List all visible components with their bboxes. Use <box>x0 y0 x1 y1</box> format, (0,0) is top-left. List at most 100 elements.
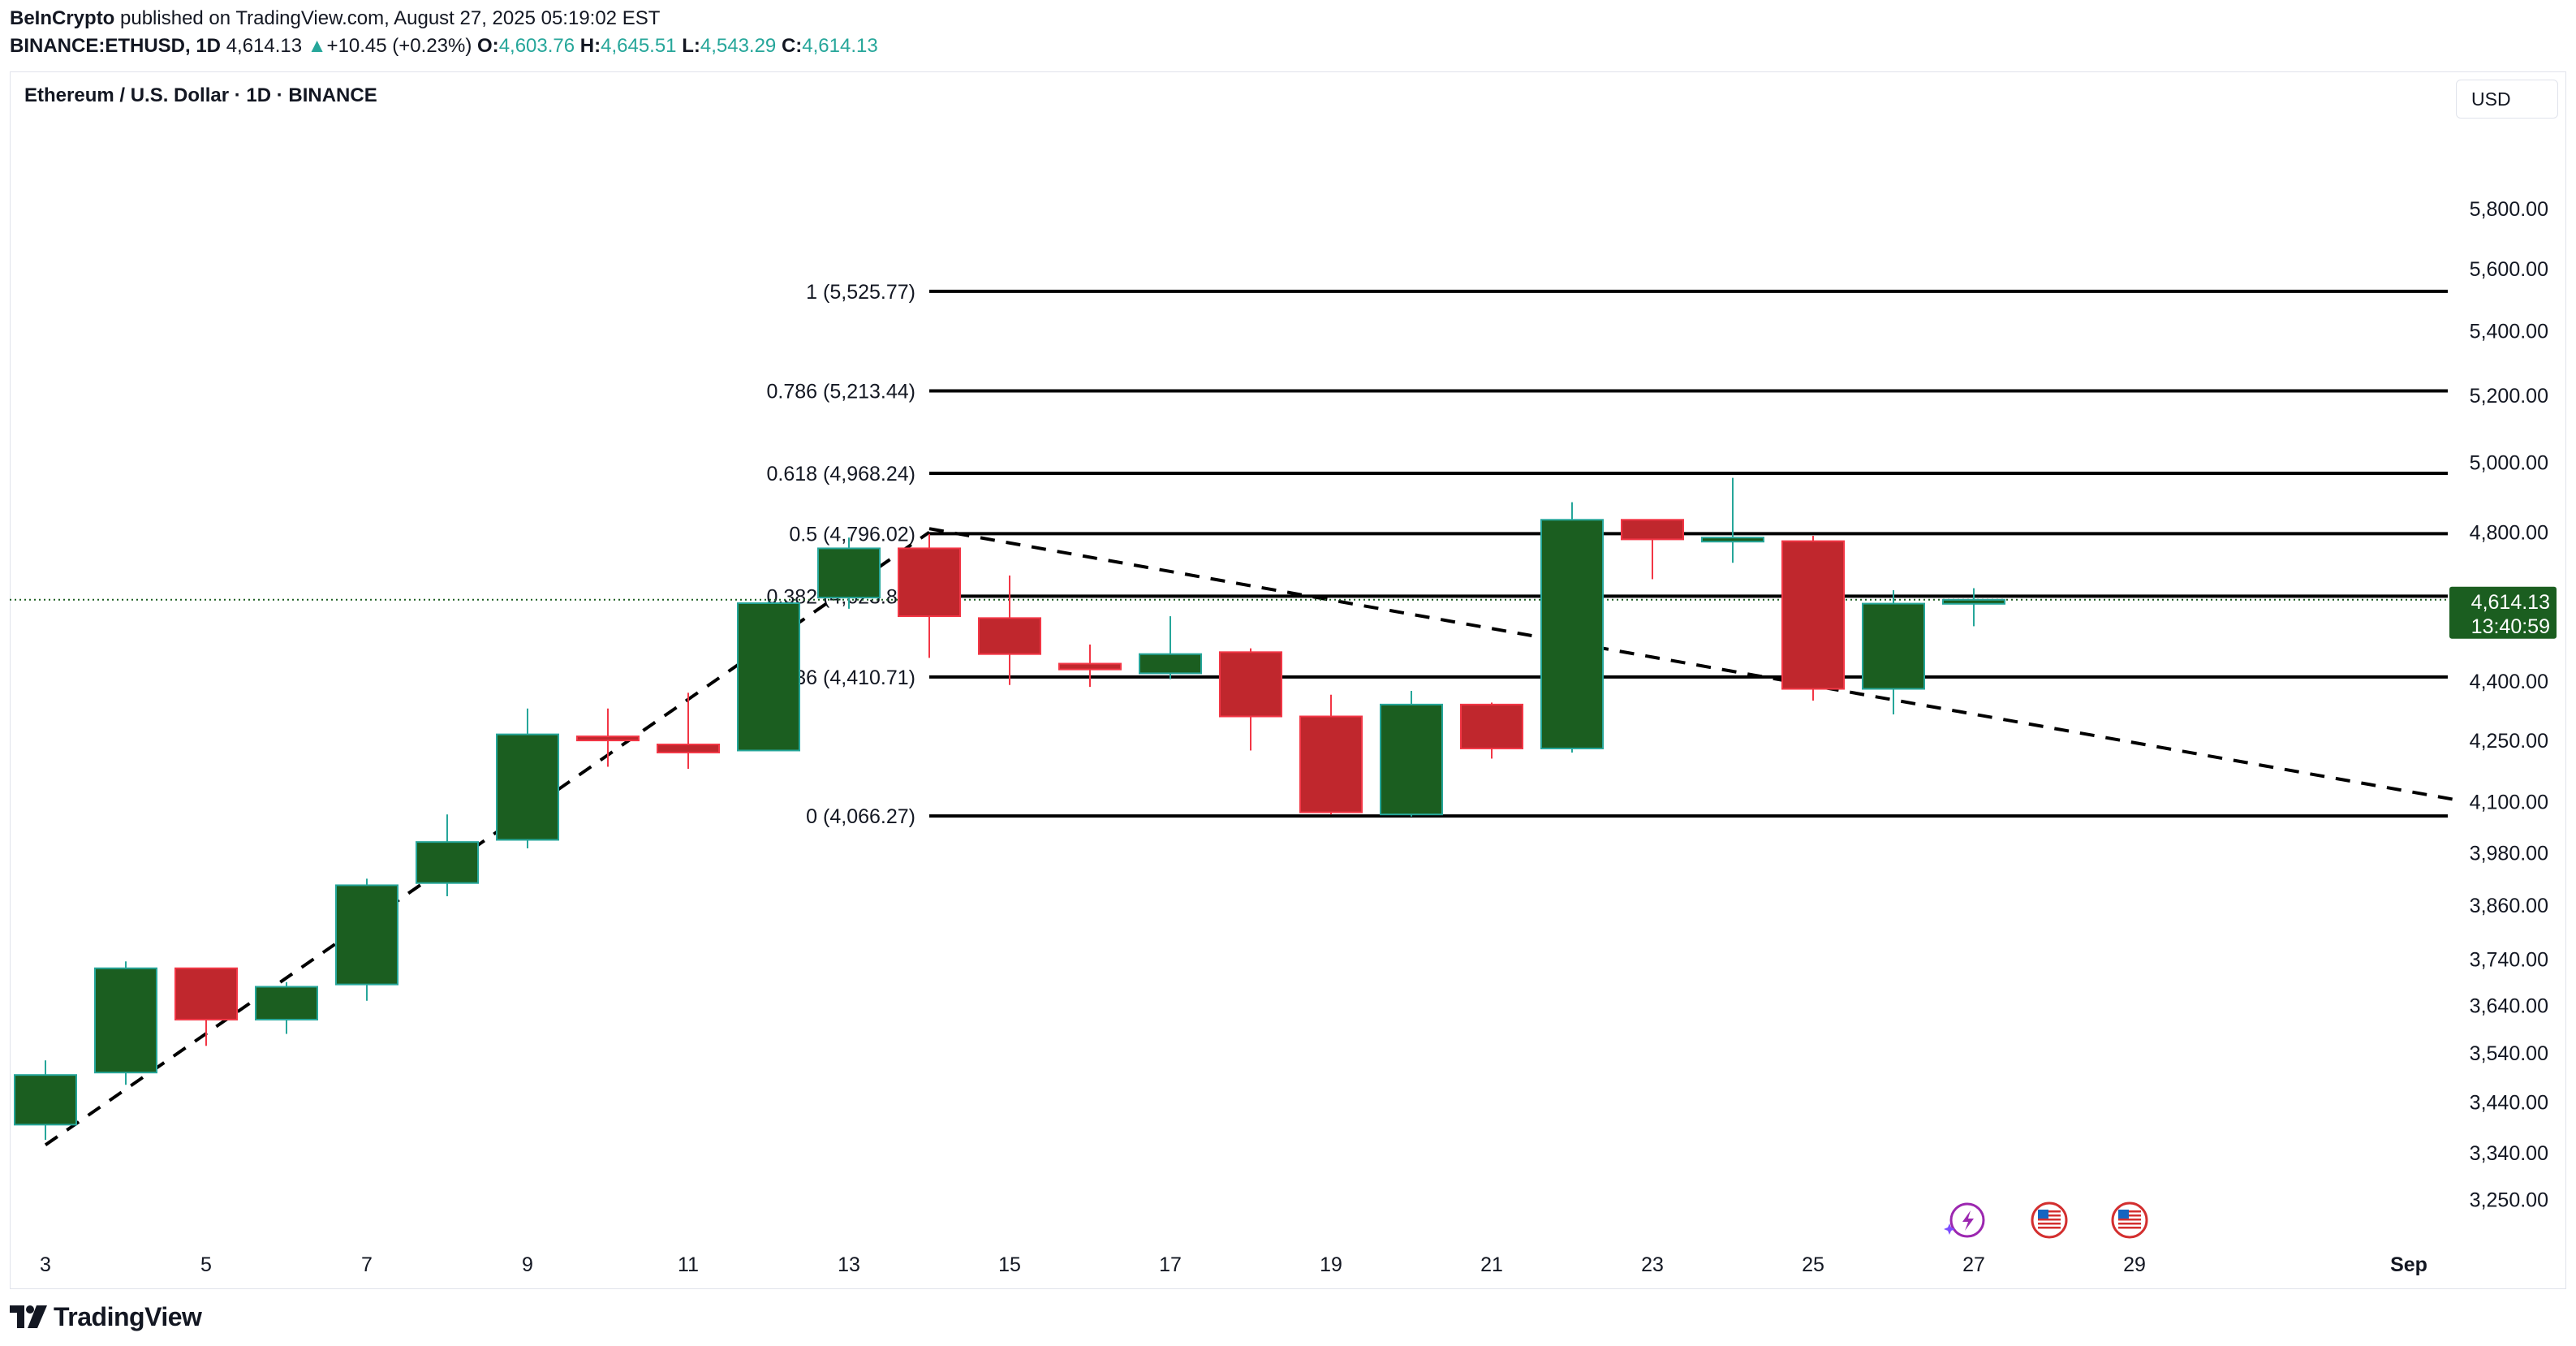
open-label: O: <box>477 35 499 57</box>
candle-body <box>1540 519 1604 749</box>
y-tick-label: 3,440.00 <box>2470 1092 2548 1115</box>
x-tick-label: 15 <box>998 1253 1021 1276</box>
candle-body <box>1380 703 1443 816</box>
candle-body <box>1058 662 1122 671</box>
candle <box>1862 590 1925 715</box>
candle <box>1380 690 1443 817</box>
candle <box>576 708 640 767</box>
publisher-name[interactable]: BeInCrypto <box>10 7 115 29</box>
candle-body <box>898 547 961 618</box>
candle-body <box>737 602 800 752</box>
tradingview-footer[interactable]: TradingView <box>10 1299 202 1335</box>
candle-body <box>174 967 238 1020</box>
close-value: 4,614.13 <box>802 35 878 57</box>
x-tick-label: 27 <box>1962 1253 1985 1276</box>
flag-stripe <box>2038 1227 2061 1229</box>
y-tick-label: 4,250.00 <box>2470 730 2548 753</box>
candle <box>1540 502 1604 753</box>
candle <box>1942 588 2005 627</box>
y-tick-label: 5,800.00 <box>2470 198 2548 221</box>
candle <box>1701 477 1764 563</box>
y-tick-label: 5,000.00 <box>2470 452 2548 475</box>
candle-body <box>94 967 157 1074</box>
candle <box>1058 644 1122 688</box>
x-tick-label: 25 <box>1802 1253 1824 1276</box>
candle <box>1299 694 1363 815</box>
candle-body <box>1219 651 1282 718</box>
event-icons[interactable] <box>1944 1201 2148 1239</box>
flag-stripe <box>2118 1219 2141 1221</box>
publish-line: BeInCrypto published on TradingView.com,… <box>10 5 660 32</box>
flag-stripe <box>2118 1210 2141 1213</box>
close-label: C: <box>781 35 803 57</box>
trendlines[interactable] <box>10 527 2457 1146</box>
candle-body <box>1862 602 1925 690</box>
flag-stripe <box>2118 1227 2141 1229</box>
candle <box>1621 519 1684 580</box>
lightning-icon-bolt <box>1962 1210 1974 1231</box>
candle-body <box>1621 519 1684 541</box>
candle <box>1460 702 1523 759</box>
candle <box>657 692 720 770</box>
candle-body <box>657 743 720 753</box>
candle-body <box>576 736 640 742</box>
flag-stripe <box>2038 1210 2061 1213</box>
candle <box>14 1060 77 1141</box>
y-tick-label: 3,640.00 <box>2470 995 2548 1018</box>
current-price-badge <box>2449 586 2557 639</box>
fib-level-label: 0.5 (4,796.02) <box>789 523 915 546</box>
candle-body <box>1781 540 1845 690</box>
candle <box>335 878 398 1001</box>
y-tick-label: 3,980.00 <box>2470 842 2548 865</box>
fib-level-label: 0.618 (4,968.24) <box>767 463 915 485</box>
candle <box>817 537 881 609</box>
x-tick-label: 11 <box>678 1253 699 1276</box>
fib-level-label: 0 (4,066.27) <box>806 805 915 828</box>
candle-body <box>1139 653 1202 675</box>
candle <box>94 961 157 1085</box>
candle <box>737 601 800 752</box>
candle-body <box>416 841 479 884</box>
candle-body <box>817 547 881 599</box>
flag-stripe <box>2038 1219 2061 1221</box>
x-tick-label: 23 <box>1641 1253 1664 1276</box>
y-tick-label: 5,400.00 <box>2470 320 2548 343</box>
fibonacci-retracement[interactable]: 1 (5,525.77) 0.786 (5,213.44) 0.618 (4,968… <box>767 281 2448 828</box>
tradingview-brand: TradingView <box>54 1301 202 1331</box>
flag-canton <box>2118 1210 2129 1219</box>
price-change: +10.45 (+0.23%) <box>326 35 472 57</box>
candle <box>1139 616 1202 679</box>
flag-stripe <box>2038 1223 2061 1225</box>
candle <box>255 981 318 1034</box>
y-tick-label: 4,100.00 <box>2470 792 2548 814</box>
time-axis[interactable]: 3 5 7 9 11 13 15 17 19 21 23 25 27 29 Sep <box>40 1253 2427 1276</box>
candle <box>898 533 961 658</box>
low-value: 4,543.29 <box>700 35 777 57</box>
candle-body <box>1942 598 2005 605</box>
chart-frame[interactable] <box>10 71 2566 1289</box>
candle-body <box>255 986 318 1020</box>
lightning-icon[interactable] <box>1944 1202 1985 1238</box>
y-tick-label: 3,540.00 <box>2470 1042 2548 1065</box>
candle <box>416 814 479 896</box>
currency-button[interactable]: USD <box>2456 80 2558 119</box>
price-axis[interactable]: 5,800.00 5,600.00 5,400.00 5,200.00 5,000.00… <box>2470 198 2548 1212</box>
candle-body <box>1701 537 1764 543</box>
x-tick-label: 5 <box>200 1253 212 1276</box>
flag-stripe <box>2118 1223 2141 1225</box>
candle <box>1781 535 1845 701</box>
symbol-label[interactable]: BINANCE:ETHUSD, 1D <box>10 35 222 57</box>
flag-stripe <box>2038 1214 2061 1217</box>
y-tick-label: 5,600.00 <box>2470 258 2548 281</box>
y-tick-label: 3,860.00 <box>2470 895 2548 917</box>
ohlc-line: BINANCE:ETHUSD, 1D 4,614.13 ▲+10.45 (+0.… <box>10 32 878 60</box>
us-flag-icon[interactable] <box>2031 1201 2068 1239</box>
current-price-value: 4,614.13 <box>2471 591 2550 614</box>
y-tick-label: 4,400.00 <box>2470 671 2548 693</box>
candles <box>14 477 2005 1141</box>
us-flag-icon[interactable] <box>2111 1201 2148 1239</box>
candle-body <box>496 733 559 841</box>
x-tick-label: 19 <box>1320 1253 1342 1276</box>
